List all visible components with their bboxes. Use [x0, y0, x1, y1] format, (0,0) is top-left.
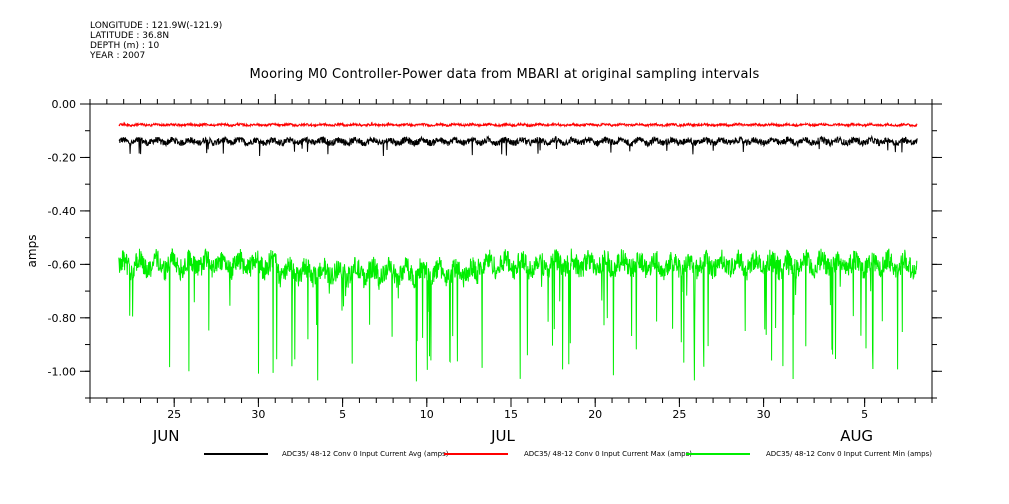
x-tick-label: 15: [504, 408, 518, 421]
metadata-block: LONGITUDE : 121.9W(-121.9) LATITUDE : 36…: [90, 21, 222, 61]
x-tick-label: 20: [588, 408, 602, 421]
depth-label: DEPTH (m) : 10: [90, 41, 160, 51]
y-tick-label: -0.80: [48, 312, 76, 325]
x-month-label: JUN: [152, 427, 180, 445]
x-tick-label: 30: [757, 408, 771, 421]
plot-frame: [89, 103, 933, 399]
year-label: YEAR : 2007: [90, 51, 146, 61]
y-tick-label: 0.00: [52, 98, 77, 111]
x-tick-label: 25: [167, 408, 181, 421]
y-tick-label: -0.40: [48, 205, 76, 218]
x-tick-label: 30: [251, 408, 265, 421]
y-tick-label: -0.60: [48, 258, 76, 271]
y-axis-label: amps: [25, 235, 39, 268]
y-tick-label: -1.00: [48, 365, 76, 378]
x-month-label: JUL: [490, 427, 515, 445]
series-line-1: [118, 121, 918, 129]
y-tick-label: -0.20: [48, 151, 76, 164]
x-month-label: AUG: [840, 427, 873, 445]
x-tick-label: 5: [861, 408, 868, 421]
chart-title: Mooring M0 Controller-Power data from MB…: [249, 67, 760, 82]
x-tick-label: 5: [339, 408, 346, 421]
longitude-label: LONGITUDE : 121.9W(-121.9): [90, 21, 223, 31]
series-line-2: [118, 248, 918, 382]
latitude-label: LATITUDE : 36.8N: [90, 31, 170, 41]
x-tick-label: 10: [420, 408, 434, 421]
x-tick-label: 25: [672, 408, 686, 421]
series-line-0: [118, 134, 918, 157]
